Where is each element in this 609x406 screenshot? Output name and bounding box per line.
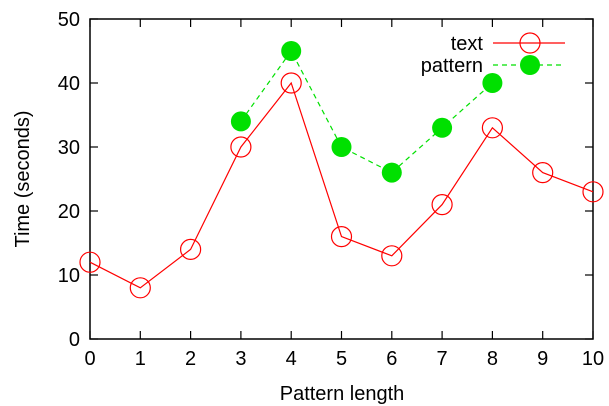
- plot-frame: [89, 18, 594, 340]
- x-tick-label: 2: [185, 348, 196, 370]
- data-point-text: [481, 117, 503, 139]
- legend: text pattern: [421, 32, 565, 77]
- data-point-text: [532, 162, 554, 184]
- data-point-pattern: [331, 137, 352, 157]
- data-point-text: [330, 226, 353, 248]
- legend-label-text: text: [451, 33, 484, 55]
- data-point-text: [79, 251, 101, 273]
- data-point-pattern: [230, 111, 251, 132]
- legend-marker-text: [519, 32, 541, 54]
- x-tick-label: 5: [336, 348, 347, 370]
- data-point-text: [180, 238, 202, 260]
- data-point-text: [381, 245, 403, 267]
- data-point-text: [582, 181, 604, 203]
- y-tick-label: 50: [58, 9, 80, 31]
- axes: [89, 18, 594, 340]
- x-tick-label: 10: [582, 348, 604, 370]
- y-tick-label: 40: [58, 73, 80, 95]
- x-tick-label: 7: [437, 348, 448, 370]
- data-point-text: [230, 136, 252, 158]
- y-tick-label: 30: [58, 137, 80, 159]
- data-point-pattern: [381, 162, 402, 183]
- x-tick-label: 3: [235, 348, 246, 370]
- series-layer: [79, 41, 604, 299]
- ticks: 0 1 2 3 4 5 6 7 8 9 10 0 10 20 30 40 50: [58, 9, 604, 370]
- x-tick-label: 0: [84, 348, 95, 370]
- series-line-text: [89, 81, 594, 289]
- y-axis-title: Time (seconds): [12, 110, 34, 247]
- x-tick-label: 4: [286, 348, 297, 370]
- data-point-pattern: [432, 117, 453, 138]
- y-tick-label: 20: [58, 201, 80, 223]
- x-axis-title: Pattern length: [280, 383, 405, 405]
- series-pattern: [230, 41, 503, 183]
- series-text: [79, 72, 604, 299]
- data-point-text: [431, 194, 453, 216]
- x-tick-label: 6: [386, 348, 397, 370]
- data-point-text: [129, 277, 151, 299]
- y-tick-label: 10: [58, 265, 80, 287]
- legend-marker-pattern: [520, 55, 540, 75]
- x-tick-label: 9: [537, 348, 548, 370]
- legend-label-pattern: pattern: [421, 55, 483, 77]
- series-line-pattern: [240, 49, 493, 174]
- data-point-text: [280, 72, 302, 94]
- x-tick-label: 8: [487, 348, 498, 370]
- data-point-pattern: [281, 41, 302, 61]
- x-tick-label: 1: [135, 348, 146, 370]
- y-tick-label: 0: [69, 329, 80, 351]
- data-point-pattern: [482, 73, 503, 93]
